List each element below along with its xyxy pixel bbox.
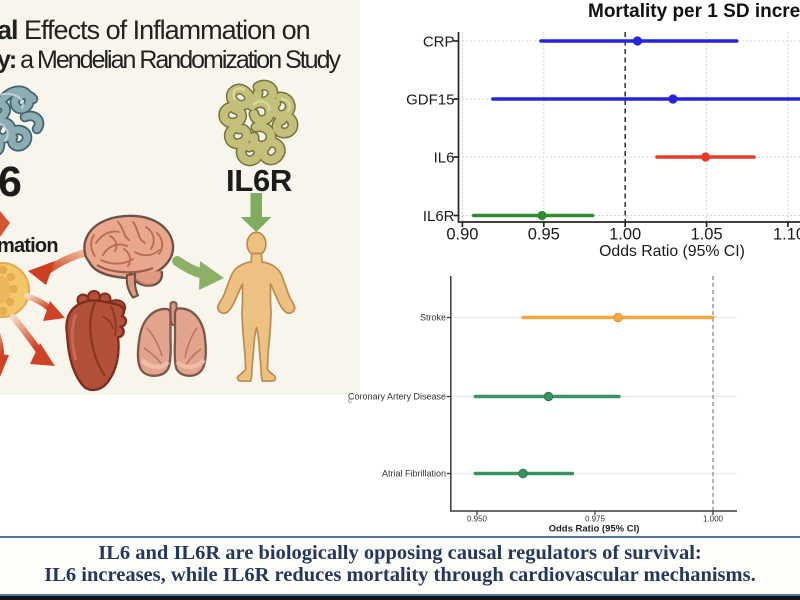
svg-text:IL6: IL6 — [434, 149, 455, 166]
svg-text:Coronary Artery Disease: Coronary Artery Disease — [348, 392, 446, 402]
svg-text:0.95: 0.95 — [528, 226, 560, 244]
svg-text:1.00: 1.00 — [609, 226, 641, 244]
svg-text:1.05: 1.05 — [691, 226, 723, 244]
svg-text:Odds Ratio (95% CI): Odds Ratio (95% CI) — [599, 243, 745, 260]
svg-text:0.975: 0.975 — [585, 515, 606, 524]
svg-text:IL6R: IL6R — [423, 208, 455, 225]
svg-text:mation: mation — [0, 235, 58, 257]
svg-text:Mortality per 1 SD increas: Mortality per 1 SD increas — [588, 1, 800, 22]
svg-text:Odds Ratio (95% CI): Odds Ratio (95% CI) — [549, 524, 640, 535]
svg-text:0.950: 0.950 — [467, 515, 488, 524]
svg-text:0.90: 0.90 — [446, 226, 478, 244]
svg-text:y: a Mendelian Randomization S: y: a Mendelian Randomization Study — [0, 46, 341, 74]
svg-text:Stroke: Stroke — [420, 313, 446, 323]
svg-text:6: 6 — [0, 158, 22, 206]
svg-text:c: c — [348, 396, 352, 405]
svg-text:IL6R: IL6R — [226, 163, 292, 198]
svg-text:Atrial Fibrillation: Atrial Fibrillation — [382, 469, 446, 479]
svg-text:CRP: CRP — [423, 33, 455, 50]
svg-text:1.000: 1.000 — [703, 515, 724, 524]
svg-text:GDF15: GDF15 — [406, 91, 454, 108]
svg-text:al Effects of Inflammation on: al Effects of Inflammation on — [0, 15, 310, 45]
svg-text:1.10: 1.10 — [773, 226, 800, 244]
